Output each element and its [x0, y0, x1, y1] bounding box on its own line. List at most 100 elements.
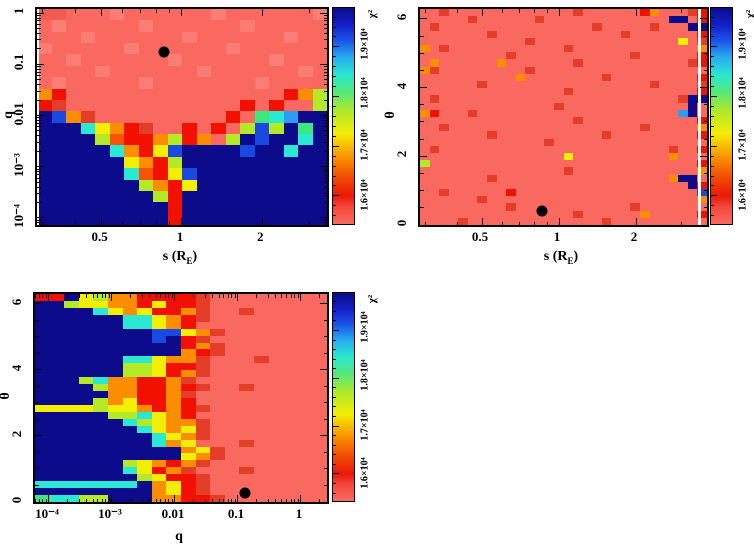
heatmap-cell: [254, 453, 270, 461]
heatmap-cell: [582, 117, 593, 125]
heatmap-cell: [95, 168, 111, 181]
heatmap-cell: [66, 213, 82, 225]
heatmap-cell: [620, 52, 632, 60]
y-tick-mark: [37, 71, 41, 73]
heatmap-cell: [534, 131, 545, 140]
heatmap-cell: [51, 31, 67, 44]
heatmap-cell: [122, 307, 138, 316]
heatmap-cell: [122, 495, 138, 502]
heatmap-cell: [49, 349, 65, 357]
x-tick-mark: [164, 294, 166, 298]
heatmap-cell: [312, 328, 327, 337]
colorbar-tick-mark: [333, 310, 336, 312]
heatmap-cell: [268, 377, 284, 385]
x-tick-mark: [481, 218, 483, 225]
heatmap-cell: [429, 217, 440, 225]
heatmap-cell: [630, 174, 641, 183]
heatmap-cell: [210, 377, 226, 385]
heatmap-cell: [592, 23, 603, 32]
heatmap-cell: [611, 203, 622, 212]
heatmap-cell: [122, 446, 138, 455]
heatmap-cell: [78, 404, 94, 413]
x-tick-mark: [275, 294, 277, 298]
heatmap-cell: [239, 328, 255, 337]
heatmap-cell: [283, 307, 299, 316]
heatmap-cell: [51, 179, 67, 192]
heatmap-cell: [640, 145, 651, 154]
heatmap-cell: [687, 131, 699, 140]
x-tick-mark: [231, 498, 233, 502]
colorbar-tick-mark: [711, 135, 714, 137]
heatmap-cell: [582, 66, 593, 75]
heatmap-cell: [269, 179, 285, 192]
heatmap-cell: [166, 321, 182, 330]
heatmap-cell: [95, 20, 111, 33]
heatmap-cell: [697, 210, 707, 219]
heatmap-cell: [80, 134, 96, 146]
heatmap-cell: [254, 202, 270, 215]
heatmap-cell: [515, 196, 526, 204]
y-tick-mark: [37, 32, 41, 34]
y-tick-mark: [420, 104, 424, 106]
heatmap-cell: [66, 9, 82, 21]
heatmap-cell: [649, 16, 660, 24]
heatmap-cell: [420, 203, 431, 212]
heatmap-cell: [630, 59, 641, 68]
heatmap-cell: [544, 131, 555, 140]
heatmap-cell: [312, 481, 327, 489]
colorbar-tick-mark: [333, 16, 336, 18]
colorbar-tick-mark: [333, 145, 339, 147]
heatmap-cell: [659, 102, 670, 111]
heatmap-cell: [582, 210, 593, 219]
heatmap-cell: [697, 131, 707, 140]
heatmap-cell: [122, 377, 138, 385]
heatmap-cell: [678, 16, 689, 24]
heatmap-cell: [298, 202, 314, 215]
heatmap-cell: [66, 99, 82, 112]
heatmap-cell: [298, 179, 314, 192]
heatmap-cell: [668, 102, 679, 111]
heatmap-cell: [611, 174, 622, 183]
heatmap-cell: [429, 102, 440, 111]
heatmap-cell: [312, 134, 327, 146]
heatmap-cell: [211, 65, 227, 78]
heatmap-cell: [439, 73, 450, 82]
heatmap-cell: [544, 210, 555, 219]
heatmap-cell: [573, 167, 584, 176]
heatmap-cell: [182, 54, 198, 67]
y-tick-mark: [420, 87, 427, 89]
heatmap-cell: [254, 88, 270, 101]
heatmap-cell: [630, 109, 641, 118]
heatmap-cell: [225, 31, 241, 44]
heatmap-cell: [420, 210, 431, 219]
heatmap-cell: [137, 425, 153, 434]
heatmap-cell: [166, 495, 182, 502]
heatmap-cell: [297, 488, 313, 496]
heatmap-cell: [166, 446, 182, 455]
x-tick-mark: [92, 294, 94, 298]
heatmap-cell: [283, 31, 299, 44]
heatmap-cell: [687, 30, 699, 39]
heatmap-cell: [78, 300, 94, 309]
heatmap-cell: [553, 210, 565, 219]
x-tick-mark: [290, 498, 292, 502]
heatmap-cell: [80, 213, 96, 225]
y-tick-mark: [323, 418, 327, 420]
heatmap-cell: [534, 145, 545, 154]
heatmap-cell: [601, 88, 612, 96]
heatmap-cell: [138, 20, 154, 33]
heatmap-cell: [297, 314, 313, 323]
x-tick-mark: [256, 498, 258, 502]
x-tick-mark: [204, 498, 206, 502]
heatmap-cell: [93, 363, 109, 371]
heatmap-cell: [181, 411, 197, 420]
heatmap-cell: [268, 370, 284, 378]
heatmap-cell: [668, 160, 679, 168]
heatmap-cell: [151, 460, 167, 468]
heatmap-cell: [486, 109, 498, 118]
heatmap-cell: [37, 179, 53, 192]
heatmap-cell: [420, 52, 431, 60]
heatmap-cell: [458, 23, 469, 32]
heatmap-cell: [525, 109, 536, 118]
y-tick-mark: [323, 48, 327, 50]
